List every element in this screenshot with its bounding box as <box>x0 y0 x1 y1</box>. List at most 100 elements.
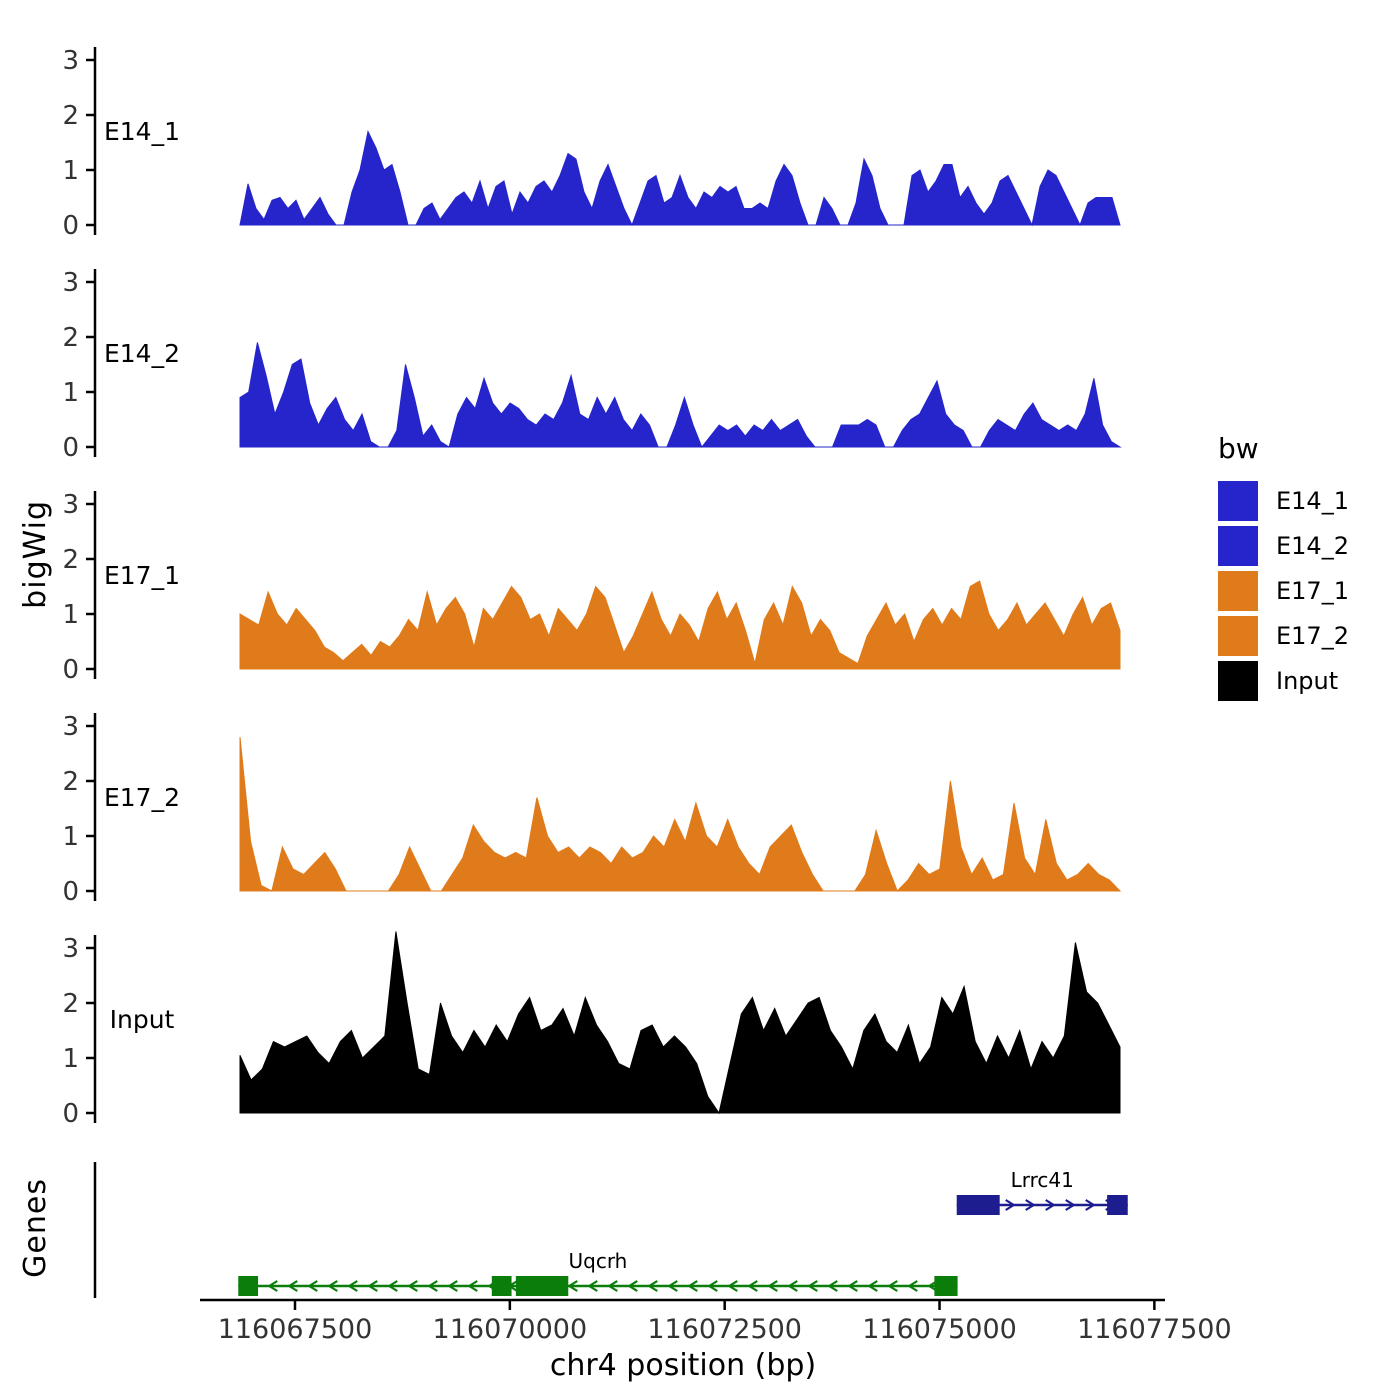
genes-axis-title: Genes <box>18 1178 53 1278</box>
track-label-E14_2: E14_2 <box>104 339 180 368</box>
track-label-E17_1: E17_1 <box>104 561 180 590</box>
legend: bw E14_1 E14_2 E17_1 E17_2 Input <box>1218 432 1349 706</box>
y-axis-title: bigWig <box>18 500 53 609</box>
strand-arrow-icon <box>467 1280 478 1292</box>
legend-title: bw <box>1218 432 1259 465</box>
x-tick-label: 116070000 <box>433 1314 588 1345</box>
legend-entry-E17_1: E17_1 <box>1218 571 1349 611</box>
coverage-area-Input <box>239 931 1121 1115</box>
y-tick-label: 1 <box>62 600 79 630</box>
legend-label: Input <box>1276 667 1339 695</box>
y-tick-label: 0 <box>62 433 79 463</box>
legend-swatch-E17_2 <box>1218 616 1258 656</box>
gene-exon <box>491 1276 512 1296</box>
coverage-area-E17_2 <box>239 736 1122 892</box>
y-tick-label: 3 <box>62 712 79 742</box>
y-tick-label: 2 <box>62 989 79 1019</box>
gene-label-Lrrc41: Lrrc41 <box>1011 1168 1074 1192</box>
strand-arrow-icon <box>407 1280 418 1292</box>
y-tick-label: 1 <box>62 156 79 186</box>
coverage-area-E14_2 <box>239 342 1122 448</box>
strand-arrow-icon <box>747 1280 758 1292</box>
legend-swatch-E17_1 <box>1218 571 1258 611</box>
strand-arrow-icon <box>687 1280 698 1292</box>
gene-exon <box>515 1276 569 1296</box>
strand-arrow-icon <box>647 1280 658 1292</box>
legend-label: E17_1 <box>1276 577 1349 605</box>
strand-arrow-icon <box>867 1280 878 1292</box>
strand-arrow-icon <box>847 1280 858 1292</box>
strand-arrow-icon <box>427 1280 438 1292</box>
legend-label: E14_2 <box>1276 532 1349 560</box>
strand-arrow-icon <box>887 1280 898 1292</box>
strand-arrow-icon <box>1085 1199 1096 1211</box>
strand-arrow-icon <box>387 1280 398 1292</box>
legend-label: E17_2 <box>1276 622 1349 650</box>
y-tick-label: 1 <box>62 378 79 408</box>
strand-arrow-icon <box>287 1280 298 1292</box>
y-tick-label: 0 <box>62 655 79 685</box>
strand-arrow-icon <box>587 1280 598 1292</box>
y-tick-label: 2 <box>62 101 79 131</box>
coverage-area-E17_1 <box>239 580 1121 670</box>
strand-arrow-icon <box>447 1280 458 1292</box>
strand-arrow-icon <box>567 1280 578 1292</box>
strand-arrow-icon <box>1045 1199 1056 1211</box>
y-tick-label: 1 <box>62 1044 79 1074</box>
gene-exon <box>1107 1195 1128 1215</box>
gene-exon <box>934 1276 958 1296</box>
x-tick-label: 116077500 <box>1077 1314 1232 1345</box>
legend-swatch-Input <box>1218 661 1258 701</box>
strand-arrow-icon <box>667 1280 678 1292</box>
legend-swatch-E14_2 <box>1218 526 1258 566</box>
strand-arrow-icon <box>707 1280 718 1292</box>
strand-arrow-icon <box>1025 1199 1036 1211</box>
y-tick-label: 3 <box>62 268 79 298</box>
strand-arrow-icon <box>787 1280 798 1292</box>
strand-arrow-icon <box>607 1280 618 1292</box>
legend-entry-E17_2: E17_2 <box>1218 616 1349 656</box>
y-tick-label: 3 <box>62 934 79 964</box>
track-label-E17_2: E17_2 <box>104 783 180 812</box>
y-tick-label: 0 <box>62 1099 79 1129</box>
strand-arrow-icon <box>827 1280 838 1292</box>
strand-arrow-icon <box>767 1280 778 1292</box>
strand-arrow-icon <box>1065 1199 1076 1211</box>
strand-arrow-icon <box>367 1280 378 1292</box>
strand-arrow-icon <box>1005 1199 1016 1211</box>
x-tick-label: 116072500 <box>647 1314 802 1345</box>
y-tick-label: 0 <box>62 877 79 907</box>
track-label-Input: Input <box>110 1005 175 1034</box>
strand-arrow-icon <box>267 1280 278 1292</box>
legend-entries: E14_1 E14_2 E17_1 E17_2 Input <box>1218 481 1349 701</box>
y-tick-label: 3 <box>62 490 79 520</box>
gene-label-Uqcrh: Uqcrh <box>568 1249 627 1273</box>
strand-arrow-icon <box>907 1280 918 1292</box>
y-tick-label: 1 <box>62 822 79 852</box>
x-tick-label: 116067500 <box>218 1314 373 1345</box>
legend-entry-E14_2: E14_2 <box>1218 526 1349 566</box>
strand-arrow-icon <box>727 1280 738 1292</box>
strand-arrow-icon <box>627 1280 638 1292</box>
x-tick-label: 116075000 <box>862 1314 1017 1345</box>
y-tick-label: 3 <box>62 46 79 76</box>
strand-arrow-icon <box>347 1280 358 1292</box>
strand-arrow-icon <box>307 1280 318 1292</box>
y-tick-label: 2 <box>62 767 79 797</box>
strand-arrow-icon <box>807 1280 818 1292</box>
coverage-area-E14_1 <box>239 129 1121 227</box>
y-tick-label: 2 <box>62 545 79 575</box>
legend-label: E14_1 <box>1276 487 1349 515</box>
y-tick-label: 0 <box>62 211 79 241</box>
track-label-E14_1: E14_1 <box>104 117 180 146</box>
x-axis-title: chr4 position (bp) <box>549 1348 817 1383</box>
gene-Uqcrh: Uqcrh <box>238 1249 958 1296</box>
gene-exon <box>238 1276 259 1296</box>
legend-entry-E14_1: E14_1 <box>1218 481 1349 521</box>
legend-swatch-E14_1 <box>1218 481 1258 521</box>
legend-entry-Input: Input <box>1218 661 1349 701</box>
gene-exon <box>956 1195 1000 1215</box>
strand-arrow-icon <box>327 1280 338 1292</box>
